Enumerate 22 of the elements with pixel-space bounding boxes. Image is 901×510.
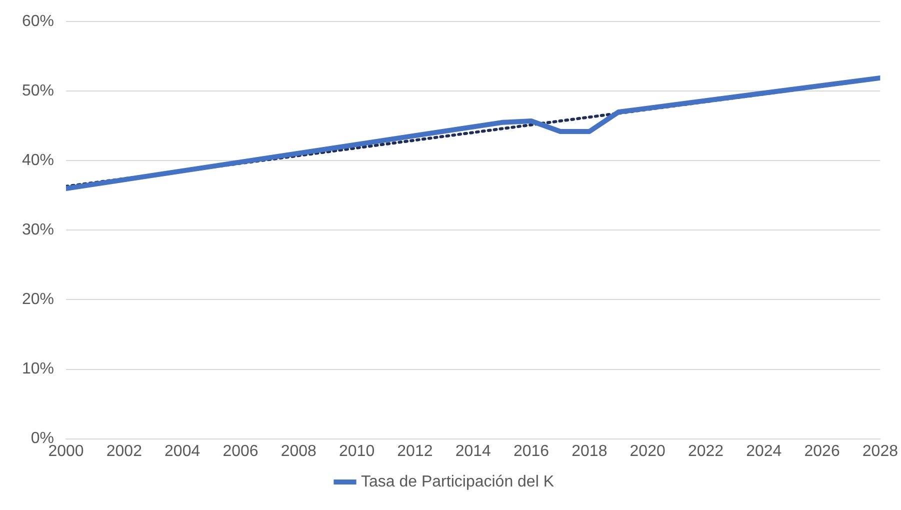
x-tick-label: 2008: [280, 442, 317, 460]
legend-label: Tasa de Participación del K: [361, 473, 554, 490]
x-tick-label: 2012: [397, 442, 433, 460]
x-tick-label: 2018: [572, 442, 608, 460]
x-tick-label: 2000: [48, 442, 84, 460]
x-tick-label: 2002: [106, 442, 142, 460]
x-tick-label: 2024: [746, 442, 782, 460]
x-tick-label: 2022: [688, 442, 724, 460]
y-tick-label: 30%: [22, 222, 54, 239]
x-tick-label: 2006: [222, 442, 258, 460]
y-tick-label: 20%: [22, 291, 54, 308]
x-tick-label: 2020: [630, 442, 666, 460]
y-tick-label: 40%: [22, 152, 54, 170]
y-tick-label: 60%: [22, 13, 54, 30]
x-tick-label: 2014: [455, 442, 492, 460]
x-tick-label: 2004: [164, 442, 200, 460]
y-tick-label: 10%: [22, 360, 54, 378]
x-tick-label: 2026: [804, 442, 840, 460]
x-tick-label: 2010: [339, 442, 375, 460]
y-tick-label: 50%: [22, 82, 54, 100]
x-tick-label: 2028: [862, 442, 898, 460]
x-tick-label: 2016: [513, 442, 550, 460]
